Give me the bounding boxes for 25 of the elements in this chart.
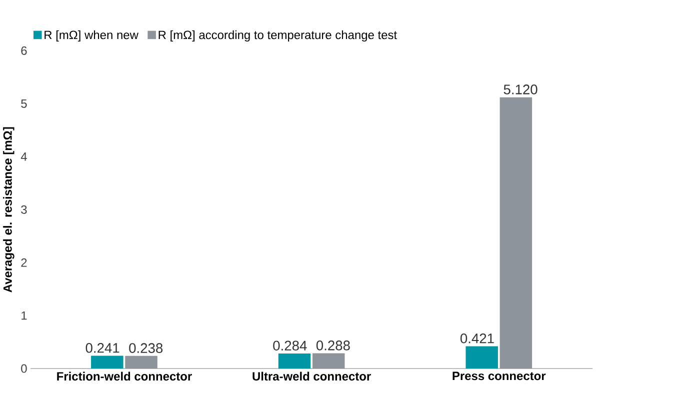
bar xyxy=(278,353,311,368)
legend-label: R [mΩ] according to temperature change test xyxy=(158,30,397,42)
data-label: 0.238 xyxy=(129,343,163,353)
bar xyxy=(125,356,158,368)
y-tick-label: 4 xyxy=(20,152,27,161)
data-label: 0.421 xyxy=(460,333,494,344)
bar xyxy=(466,346,498,368)
y-tick-label: 6 xyxy=(21,46,27,55)
data-label: 0.241 xyxy=(86,342,120,353)
legend-label: R [mΩ] when new xyxy=(44,30,138,42)
bar xyxy=(91,356,124,368)
y-tick-label: 2 xyxy=(21,258,27,267)
bar xyxy=(312,353,345,368)
y-tick-label: 0 xyxy=(21,364,27,373)
x-tick-label: Ultra-weld connector xyxy=(252,372,371,381)
data-label: 0.284 xyxy=(273,340,307,350)
y-tick-label: 5 xyxy=(21,99,27,108)
data-label: 5.120 xyxy=(504,84,538,94)
y-tick-label: 3 xyxy=(21,205,27,214)
x-tick-label: Press connector xyxy=(452,372,546,380)
data-label: 0.288 xyxy=(316,340,350,350)
y-axis-title: Averaged el. resistance [mΩ] xyxy=(3,127,14,292)
y-tick-label: 1 xyxy=(22,311,27,320)
bar xyxy=(500,97,532,368)
x-tick-label: Friction-weld connector xyxy=(57,372,192,381)
